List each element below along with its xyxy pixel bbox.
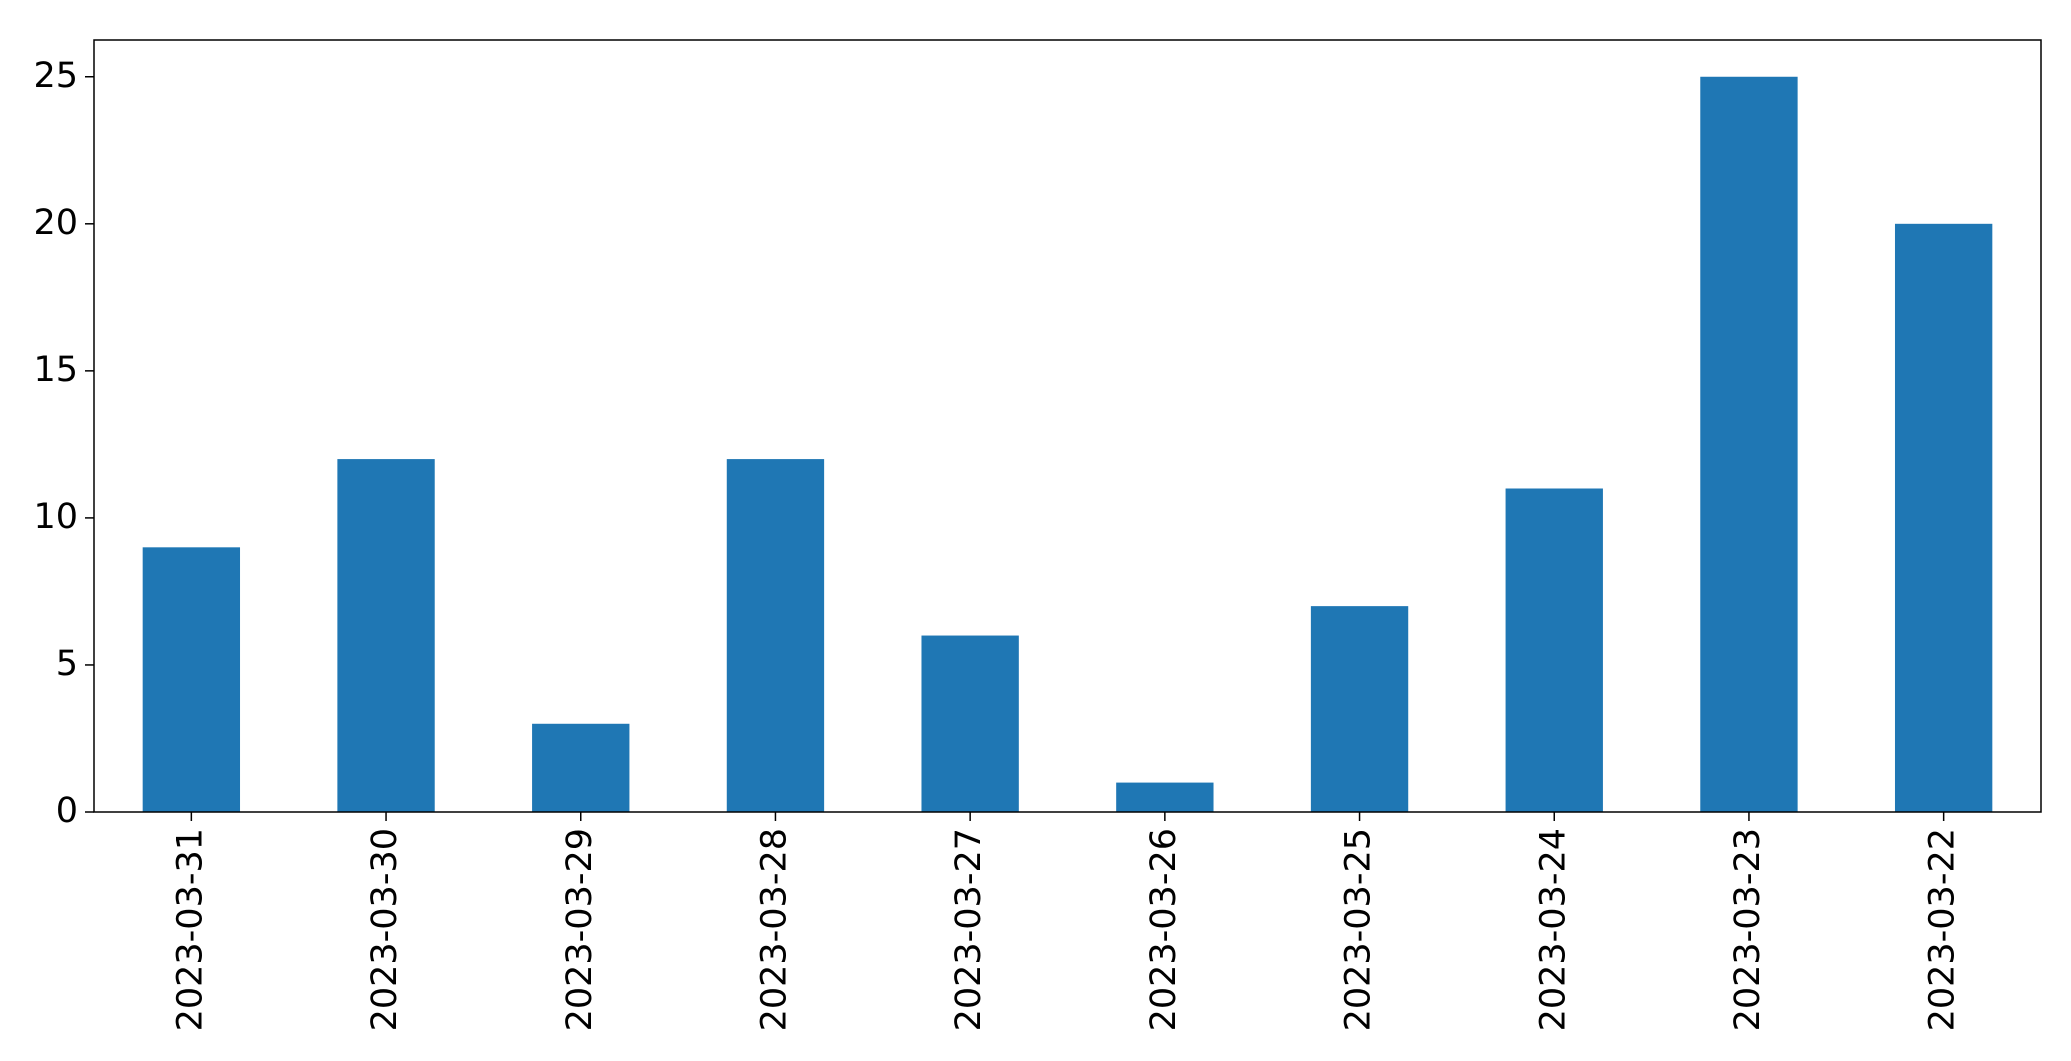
y-tick-label: 25: [33, 56, 78, 96]
bar: [1700, 76, 1798, 812]
bar: [921, 635, 1019, 812]
y-tick-label: 5: [56, 644, 78, 684]
y-tick-label: 10: [33, 497, 78, 537]
x-tick-label: 2023-03-25: [1339, 828, 1379, 1031]
x-tick-label: 2023-03-31: [170, 828, 210, 1031]
bar: [142, 547, 241, 812]
plot-frame: [93, 39, 2042, 813]
x-tick-label: 2023-03-27: [949, 828, 989, 1031]
y-tick-label: 20: [33, 203, 78, 243]
bar: [1894, 223, 1993, 813]
x-tick-label: 2023-03-23: [1728, 828, 1768, 1031]
x-tick-label: 2023-03-29: [560, 828, 600, 1031]
y-tick-label: 0: [56, 791, 78, 831]
y-tick-label: 15: [33, 350, 78, 390]
x-tick-label: 2023-03-30: [365, 828, 405, 1031]
x-tick-label: 2023-03-26: [1144, 828, 1184, 1031]
x-tick-label: 2023-03-24: [1533, 828, 1573, 1031]
x-tick-label: 2023-03-22: [1923, 828, 1963, 1031]
bar: [1116, 782, 1214, 812]
bar: [1310, 606, 1409, 812]
x-tick-label: 2023-03-28: [754, 828, 794, 1031]
bar: [726, 459, 825, 812]
bar: [1505, 488, 1603, 812]
bar: [532, 723, 630, 812]
bar: [337, 459, 435, 812]
